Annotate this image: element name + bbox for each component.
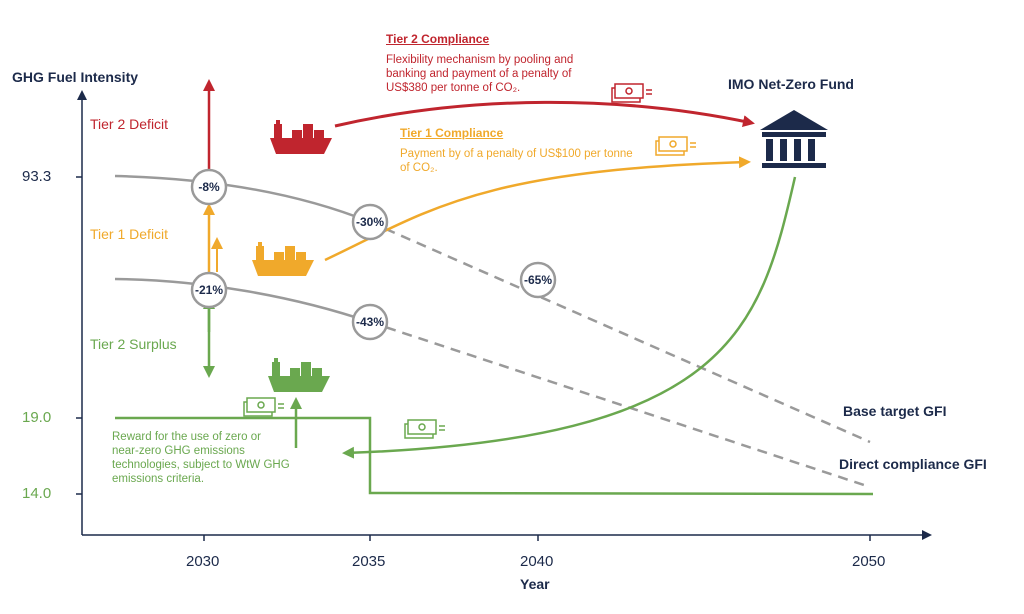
tier2-surplus-label: Tier 2 Surplus — [90, 336, 177, 352]
cargo-ship-icon — [252, 242, 314, 276]
base-target-gfi-label: Base target GFI — [843, 403, 947, 419]
tier1-deficit-label: Tier 1 Deficit — [90, 226, 169, 242]
tier2-payment-arrow — [334, 100, 755, 128]
banknote-icon — [243, 397, 284, 417]
tier1-payment-arrow — [324, 156, 751, 262]
x-axis-title: Year — [520, 576, 550, 592]
marker-base-2035: -30% — [351, 203, 389, 241]
cargo-ship-icon — [270, 120, 332, 154]
banknote-icon — [404, 419, 445, 439]
base-target-gfi-projection — [369, 220, 871, 444]
marker-direct-2035: -43% — [351, 303, 389, 341]
fund-reward-arrow — [342, 176, 797, 459]
direct-compliance-gfi-label: Direct compliance GFI — [839, 456, 987, 472]
reward-step-line — [115, 416, 874, 496]
y-tick-label-14-0: 14.0 — [22, 485, 52, 502]
marker-base-2030: -8% — [190, 168, 228, 206]
direct-compliance-gfi-projection — [369, 320, 871, 489]
banknote-icon — [611, 83, 652, 103]
tier2-deficit-label: Tier 2 Deficit — [90, 116, 169, 132]
tier2-compliance-title: Tier 2 Compliance — [386, 32, 490, 46]
y-tick-label-93-3: 93.3 — [22, 168, 52, 185]
marker-base-2040-label: -65% — [524, 273, 552, 287]
tier1-compliance-body: Payment by of a penalty of US$100 per to… — [400, 148, 633, 174]
y-tick-label-19-0: 19.0 — [22, 409, 52, 426]
base-target-gfi-line — [114, 174, 371, 224]
x-tick-label-2050: 2050 — [852, 553, 886, 570]
imo-net-zero-fund-label: IMO Net-Zero Fund — [728, 76, 854, 92]
marker-direct-2030: -21% — [190, 271, 228, 309]
direct-compliance-gfi-line — [114, 277, 371, 324]
tier1-compliance-title: Tier 1 Compliance — [400, 126, 504, 140]
cargo-ship-icon — [268, 358, 330, 392]
marker-direct-2030-label: -21% — [195, 283, 223, 297]
reward-text: Reward for the use of zero or near-zero … — [112, 431, 290, 485]
banknote-icon — [655, 136, 696, 156]
marker-base-2035-label: -30% — [356, 215, 384, 229]
x-tick-label-2040: 2040 — [520, 553, 554, 570]
x-tick-label-2030: 2030 — [186, 553, 220, 570]
marker-direct-2035-label: -43% — [356, 315, 384, 329]
bank-building-icon — [760, 110, 828, 168]
tier2-compliance-body: Flexibility mechanism by pooling and ban… — [386, 54, 574, 94]
y-axis-title: GHG Fuel Intensity — [12, 69, 139, 85]
x-tick-label-2035: 2035 — [352, 553, 386, 570]
marker-base-2030-label: -8% — [198, 180, 220, 194]
marker-base-2040: -65% — [519, 261, 557, 299]
